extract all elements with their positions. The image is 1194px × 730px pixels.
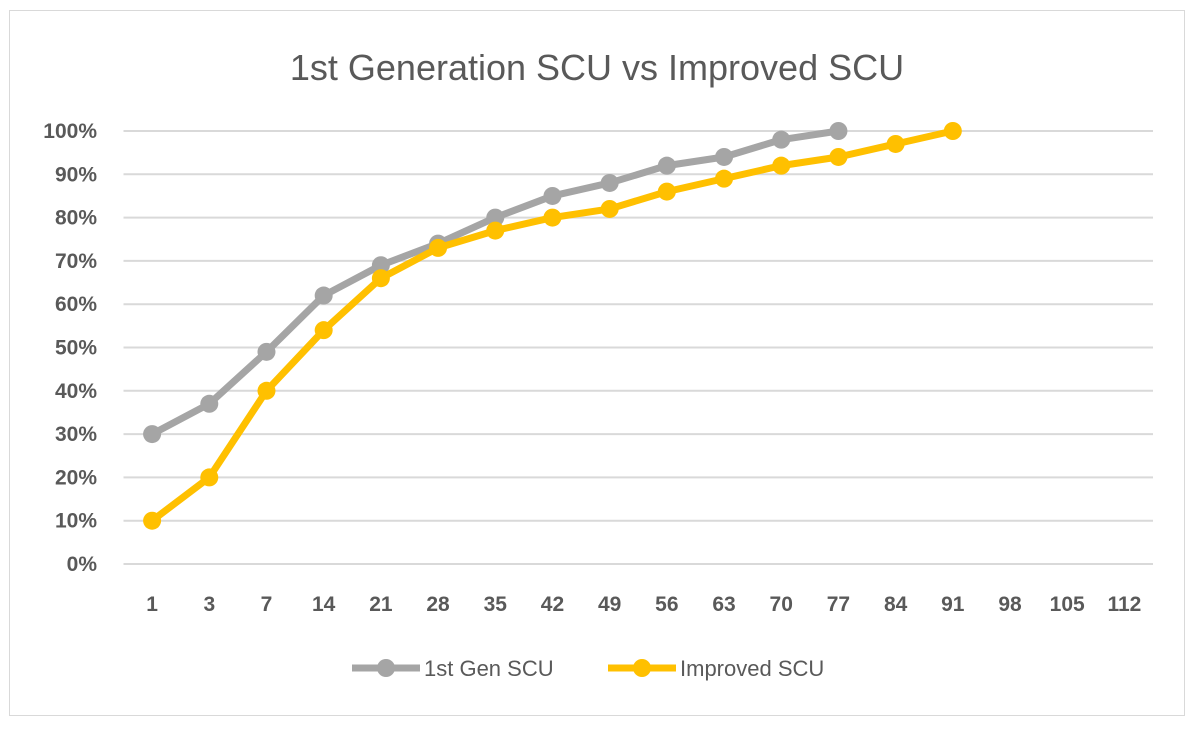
data-point [772, 130, 791, 149]
data-point [257, 342, 276, 361]
x-tick-label: 112 [1107, 593, 1141, 616]
x-tick-label: 35 [484, 593, 508, 616]
x-tick-label: 84 [884, 593, 908, 616]
data-point [314, 286, 333, 305]
x-tick-label: 77 [827, 593, 850, 616]
x-tick-label: 3 [203, 593, 215, 616]
y-tick-label: 80% [55, 207, 97, 230]
x-tick-label: 91 [941, 593, 965, 616]
data-point [600, 199, 619, 218]
data-point [314, 321, 333, 340]
data-point [943, 122, 962, 140]
y-tick-label: 0% [67, 553, 98, 576]
legend-label: Improved SCU [680, 656, 824, 681]
data-point [715, 169, 734, 188]
data-point [257, 381, 276, 400]
x-tick-label: 1 [146, 593, 158, 616]
x-tick-label: 105 [1050, 593, 1085, 616]
x-tick-label: 56 [655, 593, 678, 616]
chart-frame [9, 10, 1185, 716]
x-tick-label: 42 [541, 593, 564, 616]
x-tick-label: 70 [770, 593, 793, 616]
data-point [657, 156, 676, 175]
y-tick-label: 60% [55, 293, 97, 316]
data-point [657, 182, 676, 201]
x-tick-label: 63 [712, 593, 735, 616]
y-tick-label: 100% [43, 120, 97, 143]
data-point [715, 147, 734, 166]
chart-title: 1st Generation SCU vs Improved SCU [290, 47, 904, 88]
x-tick-label: 98 [998, 593, 1022, 616]
data-point [772, 156, 791, 175]
data-point [143, 511, 162, 530]
data-point [886, 134, 905, 153]
data-point [543, 208, 562, 227]
data-point [543, 186, 562, 205]
data-point [200, 468, 219, 487]
x-tick-label: 28 [426, 593, 450, 616]
data-point [429, 238, 448, 257]
data-point [143, 425, 162, 444]
data-point [829, 122, 848, 140]
data-point [371, 269, 390, 288]
data-point [371, 256, 390, 275]
legend-marker [377, 659, 395, 677]
data-point [486, 221, 505, 240]
y-tick-label: 70% [55, 250, 97, 273]
y-tick-label: 30% [55, 423, 97, 446]
data-point [600, 173, 619, 192]
x-tick-label: 7 [261, 593, 273, 616]
y-tick-label: 20% [55, 466, 97, 489]
y-tick-label: 90% [55, 163, 97, 186]
x-tick-label: 49 [598, 593, 621, 616]
x-tick-label: 14 [312, 593, 336, 616]
y-tick-label: 40% [55, 380, 97, 403]
y-tick-label: 50% [55, 337, 97, 360]
x-tick-label: 21 [369, 593, 393, 616]
data-point [829, 147, 848, 166]
legend-label: 1st Gen SCU [424, 656, 554, 681]
data-point [486, 208, 505, 227]
data-point [200, 394, 219, 413]
y-tick-label: 10% [55, 510, 97, 533]
legend-marker [633, 659, 651, 677]
